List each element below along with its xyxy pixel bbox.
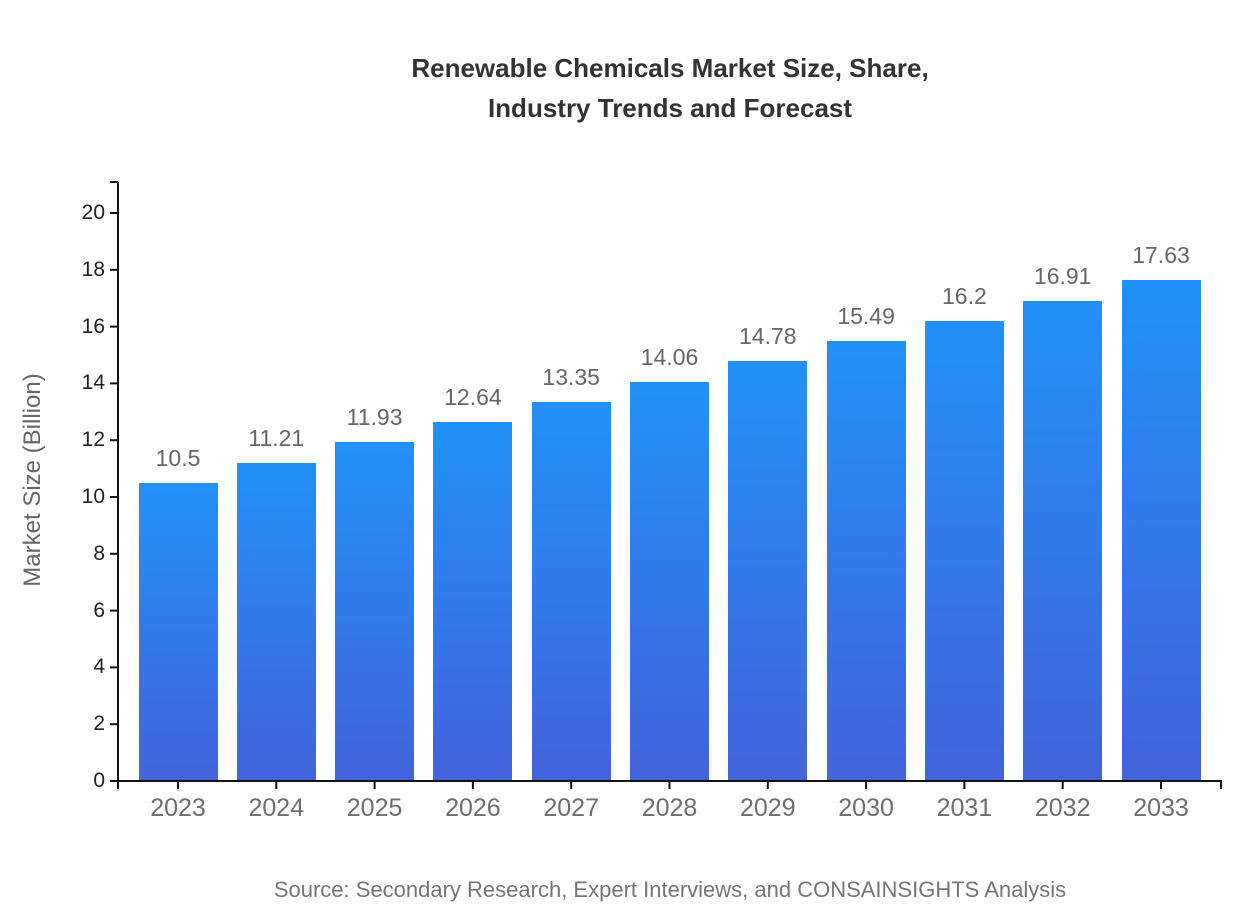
source-text: Source: Secondary Research, Expert Inter…	[273, 877, 1067, 902]
bar-value-label: 16.2	[942, 282, 987, 309]
chart-title-line2: Industry Trends and Forecast	[487, 93, 853, 123]
bar-2026	[433, 422, 513, 780]
bar-2032	[1023, 300, 1103, 780]
x-tick-label: 2024	[248, 794, 305, 822]
x-tick-label: 2026	[445, 794, 501, 822]
bar-value-label: 16.91	[1033, 262, 1092, 289]
bar-value-label: 14.78	[739, 323, 797, 350]
bar-value-label: 17.63	[1132, 242, 1190, 269]
x-tick-label: 2028	[641, 794, 698, 822]
bar-2025	[335, 442, 415, 780]
bar-value-label: 12.64	[444, 384, 502, 411]
x-tick-label: 2027	[543, 794, 599, 822]
bar-2030	[826, 341, 906, 780]
bar-value-label: 15.49	[837, 303, 895, 330]
y-tick-label: 6	[93, 598, 105, 622]
y-tick-label: 2	[93, 712, 105, 736]
y-tick-label: 16	[81, 314, 105, 338]
bar-2024	[236, 462, 316, 780]
bar-2029	[728, 361, 808, 780]
y-tick-label: 4	[93, 655, 105, 679]
chart-title-line1: Renewable Chemicals Market Size, Share,	[411, 53, 929, 83]
bar-2027	[531, 401, 611, 780]
x-tick-label: 2031	[936, 794, 993, 822]
y-tick-label: 20	[81, 201, 105, 224]
bar-value-label: 14.06	[640, 343, 699, 370]
bar-2031	[924, 320, 1004, 780]
bar-value-label: 13.35	[542, 363, 600, 390]
y-tick-label: 14	[81, 371, 105, 395]
y-tick-label: 10	[81, 485, 105, 508]
x-tick-label: 2029	[739, 794, 796, 822]
x-tick-label: 2025	[346, 794, 403, 822]
y-tick-label: 12	[81, 428, 105, 452]
y-tick-label: 0	[93, 769, 105, 792]
bar-2028	[630, 381, 709, 780]
bar-value-label: 10.5	[155, 444, 201, 471]
bar-value-label: 11.21	[248, 424, 305, 451]
y-tick-label: 18	[81, 257, 105, 281]
bar-2033	[1121, 280, 1201, 780]
bar-2023	[138, 482, 218, 780]
x-tick-label: 2032	[1034, 794, 1091, 822]
bar-value-label: 11.93	[346, 404, 403, 431]
x-tick-label: 2023	[150, 794, 206, 822]
y-tick-label: 8	[93, 541, 105, 565]
x-tick-label: 2033	[1133, 794, 1189, 822]
chart-title: Renewable Chemicals Market Size, Share, …	[118, 48, 1222, 128]
x-tick-label: 2030	[838, 794, 894, 822]
